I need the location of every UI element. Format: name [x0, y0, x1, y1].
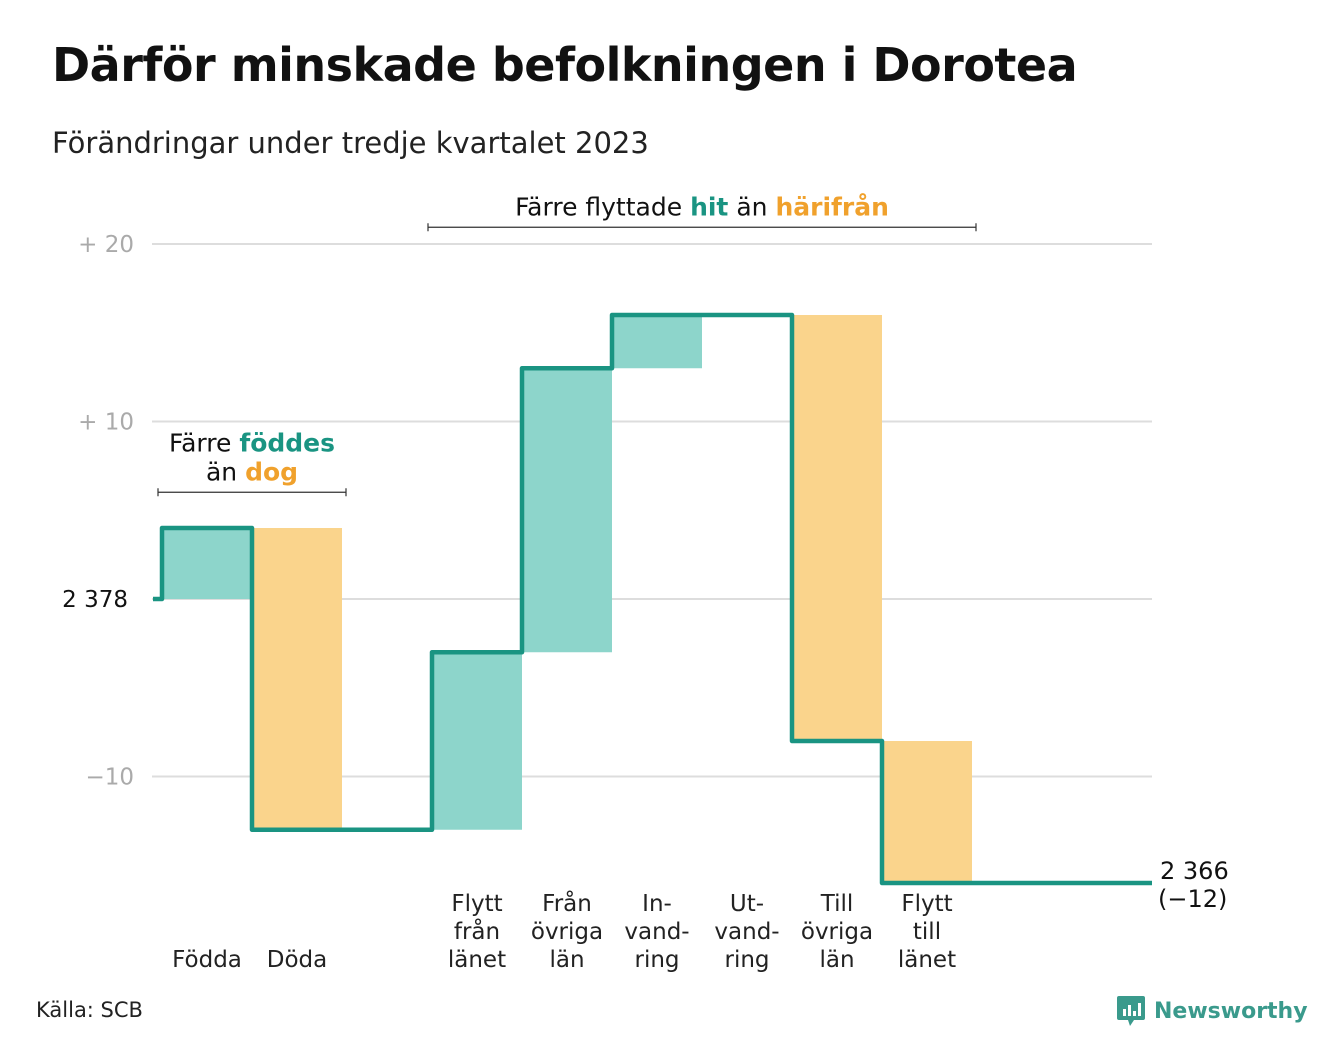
y-tick-label: 2 378 [62, 587, 128, 613]
annotation-segment: Färre flyttade [515, 192, 690, 221]
annotation-segment: föddes [239, 428, 335, 457]
newsworthy-logo-icon [1117, 996, 1145, 1026]
cumulative-line [153, 312, 1152, 886]
brand-name: Newsworthy [1154, 998, 1308, 1024]
annotation-segment: härifrån [775, 192, 888, 221]
category-label: Ut- [730, 891, 764, 917]
annotation-text: Färre föddes [169, 428, 335, 457]
y-tick-label: −10 [85, 765, 134, 791]
category-label: län [549, 947, 584, 973]
category-label: vand- [624, 919, 689, 945]
bar [882, 741, 972, 883]
bar [162, 528, 252, 599]
category-label: ring [724, 947, 769, 973]
annotation-segment: än [728, 192, 775, 221]
category-label: Flytt [901, 891, 952, 917]
category-label: Födda [172, 947, 242, 973]
category-label: från [454, 917, 500, 945]
y-tick-label: + 10 [78, 410, 134, 436]
chart-title: Därför minskade befolkningen i Dorotea [52, 38, 1078, 92]
y-tick-label: + 20 [78, 232, 134, 258]
category-label: övriga [531, 919, 603, 945]
bar [792, 315, 882, 741]
chart-subtitle: Förändringar under tredje kvartalet 2023 [52, 126, 649, 160]
annotation-segment: än [206, 457, 245, 486]
category-label: ring [634, 947, 679, 973]
category-label: Från [542, 889, 592, 917]
annotation-text: Färre flyttade hit än härifrån [515, 192, 889, 221]
category-label: till [913, 919, 941, 945]
category-label: övriga [801, 919, 873, 945]
category-label: vand- [714, 919, 779, 945]
bar [522, 368, 612, 653]
category-label: länet [448, 947, 506, 973]
category-label: Döda [267, 947, 327, 973]
bar [252, 528, 342, 830]
category-label: In- [642, 891, 672, 917]
category-label: län [819, 947, 854, 973]
annotation-segment: dog [245, 457, 298, 486]
annotation-segment: Färre [169, 428, 239, 457]
annotation-segment: hit [690, 192, 728, 221]
category-label: länet [898, 947, 956, 973]
category-label: Flytt [451, 891, 502, 917]
bar [612, 315, 702, 369]
end-value-label: 2 366 [1160, 857, 1229, 885]
brand-logo: Newsworthy [1116, 994, 1308, 1028]
bar [432, 652, 522, 830]
annotation-text: än dog [206, 457, 298, 486]
end-change-label: (−12) [1158, 885, 1227, 913]
category-label: Till [820, 891, 854, 917]
source-note: Källa: SCB [36, 998, 143, 1022]
